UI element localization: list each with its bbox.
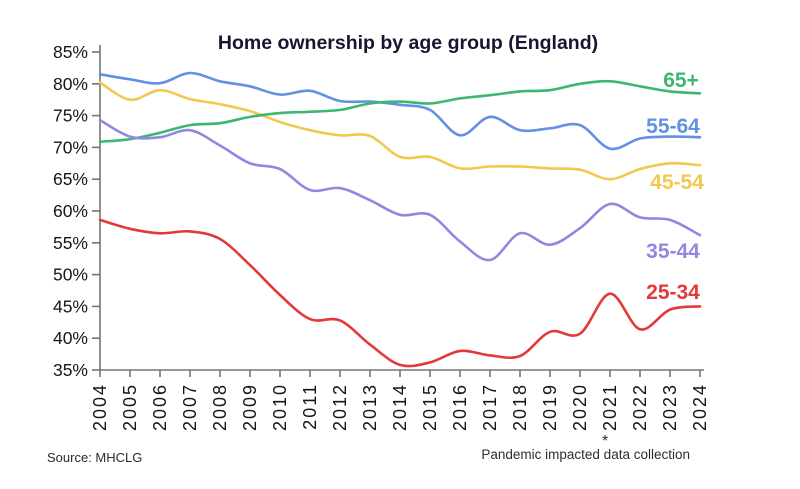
chart-title: Home ownership by age group (England) xyxy=(218,32,598,54)
x-tick-label: 2014 xyxy=(390,383,410,431)
series-labels: 65+ 55-64 45-54 35-44 25-34 xyxy=(646,69,704,304)
series-line-65 xyxy=(98,79,702,143)
x-tick-label: 2017 xyxy=(480,383,500,431)
y-tick-label: 40% xyxy=(53,328,88,348)
x-tick-label: 2006 xyxy=(150,383,170,431)
y-tick-label: 45% xyxy=(53,296,88,316)
x-tick-label: 2009 xyxy=(240,383,260,431)
x-tick-label: 2011 xyxy=(300,383,320,430)
series-line-25-34 xyxy=(98,218,702,368)
x-tick-label: 2012 xyxy=(330,383,350,431)
pandemic-asterisk: * xyxy=(602,433,608,450)
y-tick-label: 60% xyxy=(53,201,88,221)
x-tick-label: 2005 xyxy=(120,383,140,431)
y-tick-label: 65% xyxy=(53,169,88,189)
x-tick-label: 2018 xyxy=(510,383,530,431)
y-tick-label: 85% xyxy=(53,42,88,62)
series-label-25-34: 25-34 xyxy=(646,281,700,304)
pandemic-footnote: Pandemic impacted data collection xyxy=(481,447,690,462)
y-tick-label: 35% xyxy=(53,360,88,380)
source-note: Source: MHCLG xyxy=(47,450,142,465)
series-label-35-44: 35-44 xyxy=(646,240,700,263)
series-label-55-64: 55-64 xyxy=(646,115,700,138)
x-tick-label: 2004 xyxy=(90,383,110,431)
series-label-65: 65+ xyxy=(663,69,699,92)
x-tick-label: 2016 xyxy=(450,383,470,431)
series-label-45-54: 45-54 xyxy=(650,171,704,194)
series-line-35-44 xyxy=(98,118,702,262)
x-tick-label: 2022 xyxy=(630,383,650,431)
x-tick-label: 2021 xyxy=(600,383,620,431)
x-tick-label: 2024 xyxy=(690,383,710,431)
axes: 35% 40% 45% 50% 55% 60% 65% 70% 75% 80% 85% 2004 200… xyxy=(53,42,710,431)
x-tick-label: 2019 xyxy=(540,383,560,431)
x-tick-label: 2015 xyxy=(420,383,440,431)
x-tick-label: 2020 xyxy=(570,383,590,431)
y-tick-label: 70% xyxy=(53,137,88,157)
x-tick-label: 2013 xyxy=(360,383,380,431)
y-tick-label: 80% xyxy=(53,74,88,94)
y-tick-label: 50% xyxy=(53,265,88,285)
x-tick-label: 2010 xyxy=(270,383,290,431)
x-tick-label: 2007 xyxy=(180,383,200,431)
series-lines xyxy=(98,71,702,368)
axis-lines xyxy=(99,45,704,371)
series-line-55-64 xyxy=(98,71,702,151)
x-tick-label: 2008 xyxy=(210,383,230,431)
series-line-45-54 xyxy=(98,81,702,181)
y-tick-label: 55% xyxy=(53,233,88,253)
x-tick-label: 2023 xyxy=(660,383,680,431)
y-tick-label: 75% xyxy=(53,106,88,126)
